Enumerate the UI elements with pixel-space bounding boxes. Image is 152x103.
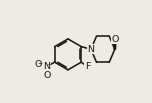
- Text: O: O: [35, 60, 42, 69]
- Text: F: F: [85, 62, 90, 71]
- Text: −: −: [38, 61, 42, 66]
- Text: N: N: [88, 45, 95, 54]
- Text: N: N: [44, 62, 51, 71]
- Text: O: O: [44, 71, 51, 80]
- Text: O: O: [111, 35, 119, 44]
- Text: +: +: [46, 62, 51, 67]
